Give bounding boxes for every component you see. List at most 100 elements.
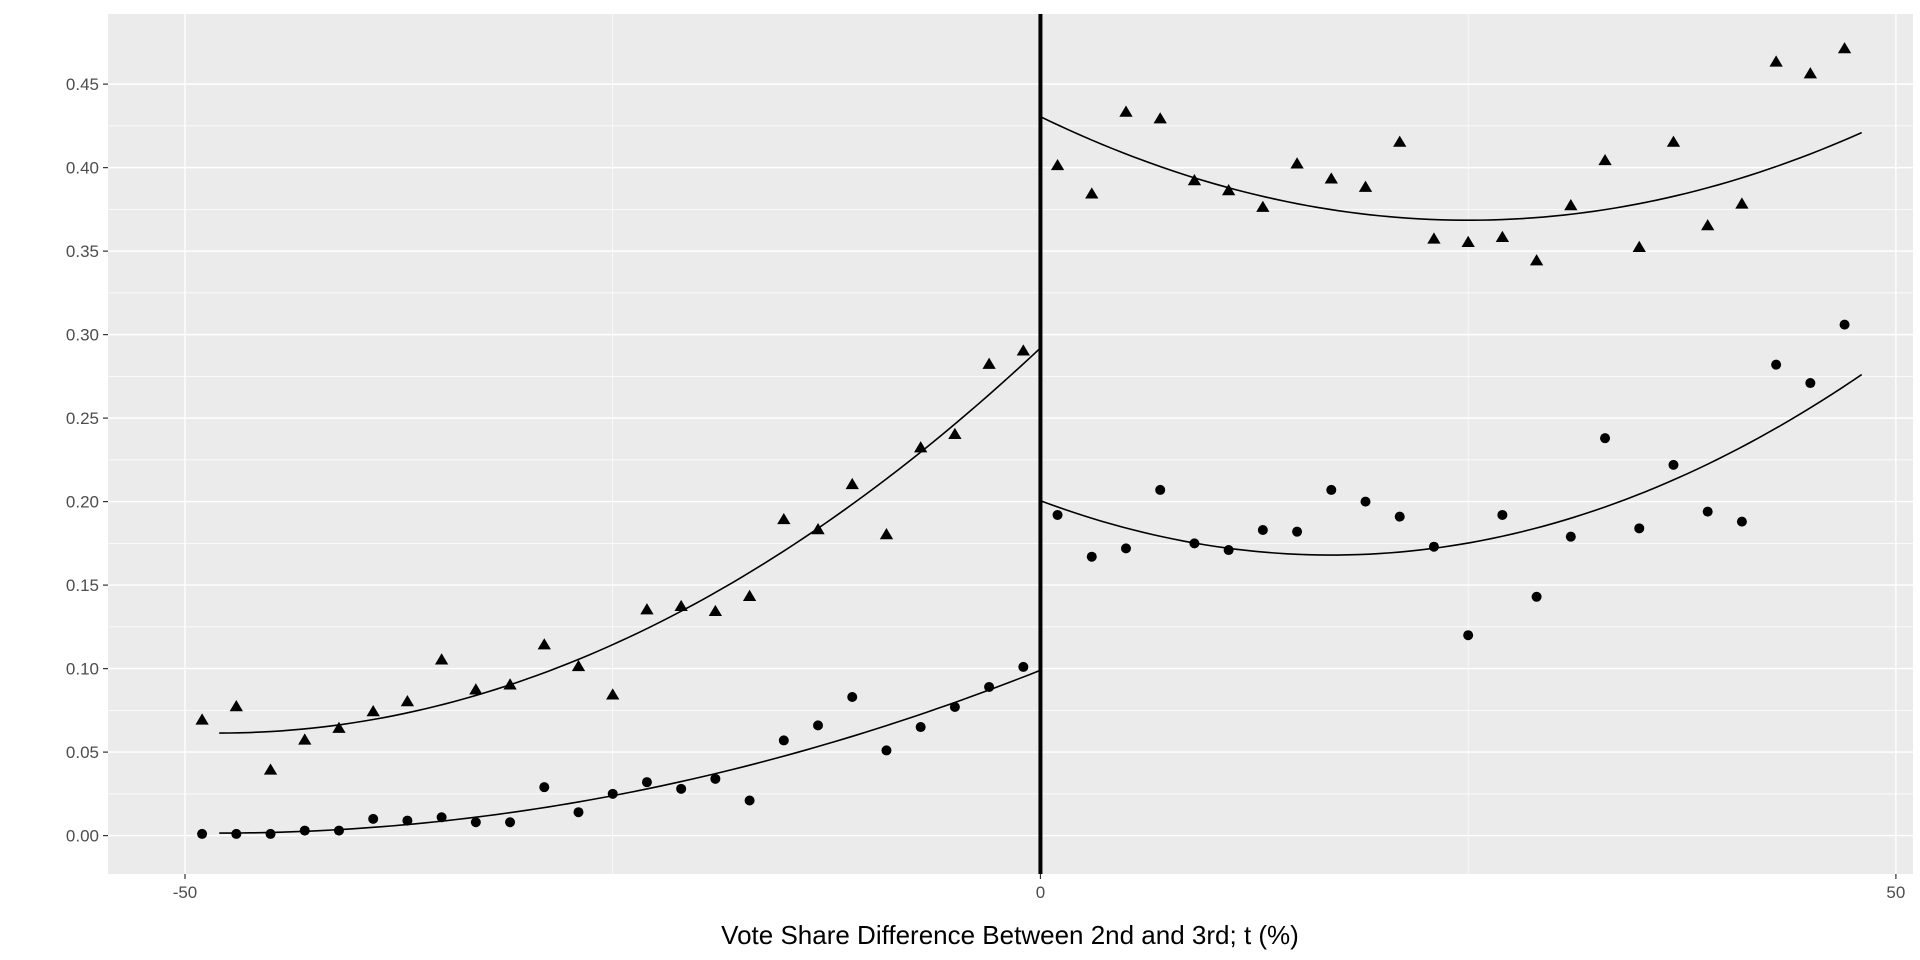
triangle-point (982, 357, 996, 369)
x-axis-ticks: -50 0 50 (173, 874, 1905, 902)
triangle-point (1598, 153, 1612, 166)
circle-point (231, 828, 242, 839)
circle-point (299, 825, 310, 836)
circle-point (1771, 359, 1782, 370)
data-points (195, 42, 1852, 839)
triangle-point (503, 678, 517, 690)
triangle-point (845, 477, 859, 490)
x-axis-title: Vote Share Difference Between 2nd and 3r… (721, 920, 1299, 950)
circle-point (1292, 526, 1303, 537)
circle-point (1531, 591, 1542, 602)
triangle-point (366, 705, 380, 717)
triangle-point (1666, 135, 1681, 147)
circle-point (744, 795, 755, 806)
circle-point (197, 828, 208, 839)
circle-point (1052, 509, 1063, 520)
circle-point (778, 735, 789, 746)
triangle-point (811, 523, 825, 535)
circle-point (1736, 516, 1747, 527)
triangle-point (948, 427, 962, 440)
triangle-fit-right (1040, 115, 1862, 222)
circle-point (607, 788, 618, 799)
circle-point (333, 825, 344, 836)
circle-point (710, 773, 721, 784)
circle-point (368, 813, 379, 824)
triangle-point (742, 589, 757, 601)
circle-point (573, 807, 584, 818)
triangle-point (1837, 42, 1852, 54)
triangle-point (1221, 184, 1236, 196)
triangle-point (1016, 344, 1030, 356)
circle-point (881, 745, 892, 756)
triangle-point (1632, 240, 1646, 252)
triangle-point (434, 653, 449, 665)
triangle-point (879, 528, 894, 540)
y-tick-label: 0.30 (66, 326, 99, 345)
triangle-point (571, 659, 586, 672)
circle-point (1326, 484, 1337, 495)
y-tick-label: 0.15 (66, 576, 99, 595)
triangle-point (1701, 219, 1715, 231)
y-tick-label: 0.45 (66, 75, 99, 94)
triangle-point (1153, 112, 1167, 124)
triangle-point (400, 695, 415, 707)
circle-point (1086, 551, 1097, 562)
triangle-point (469, 683, 483, 695)
circle-point (813, 720, 824, 731)
fit-curves (219, 115, 1863, 834)
circle-point (1463, 630, 1474, 641)
circle-point (847, 691, 858, 702)
plot-panel (108, 14, 1913, 874)
triangle-point (1187, 173, 1202, 186)
x-tick-label: -50 (173, 883, 198, 902)
circle-point (1702, 506, 1713, 517)
y-tick-label: 0.25 (66, 409, 99, 428)
y-tick-label: 0.40 (66, 159, 99, 178)
triangle-point (1735, 197, 1749, 209)
triangle-point (298, 733, 312, 745)
triangle-point (640, 603, 654, 615)
circle-point (1360, 496, 1371, 507)
circle-point (505, 817, 516, 828)
circle-point (470, 817, 481, 828)
triangle-point (1119, 105, 1133, 117)
triangle-point (1324, 172, 1338, 184)
circle-point (1600, 433, 1611, 444)
circle-point (402, 815, 413, 826)
triangle-fit-left (219, 347, 1041, 734)
triangle-point (1050, 158, 1065, 171)
triangle-point (1495, 230, 1510, 242)
circle-point (1223, 545, 1234, 556)
triangle-point (1290, 157, 1304, 169)
circle-point (1428, 541, 1439, 552)
triangle-point (708, 604, 723, 617)
y-tick-label: 0.00 (66, 827, 99, 846)
triangle-point (1529, 254, 1544, 266)
y-axis-ticks: 0.00 0.05 0.10 0.15 0.20 0.25 0.30 0.35 0.40 0.45 (66, 75, 108, 846)
circle-point (1565, 531, 1576, 542)
triangle-point (332, 721, 346, 733)
circle-point (1120, 543, 1131, 554)
circle-point (1634, 523, 1645, 534)
y-tick-label: 0.05 (66, 743, 99, 762)
circle-point (436, 812, 447, 823)
circle-point (539, 782, 550, 793)
triangle-point (1427, 232, 1441, 244)
circle-fit-right (1040, 373, 1863, 556)
triangle-point (674, 599, 688, 612)
x-tick-label: 0 (1036, 883, 1045, 902)
triangle-point (1564, 199, 1578, 211)
triangle-point (1803, 67, 1817, 79)
triangle-point (263, 763, 278, 775)
triangle-point (1358, 180, 1373, 192)
triangle-point (195, 713, 209, 725)
circle-point (641, 777, 652, 788)
y-tick-label: 0.35 (66, 242, 99, 261)
triangle-point (1256, 200, 1270, 212)
circle-point (984, 681, 995, 692)
circle-point (1497, 509, 1508, 520)
circle-point (949, 702, 960, 713)
triangle-point (537, 638, 551, 650)
circle-point (1668, 459, 1679, 470)
